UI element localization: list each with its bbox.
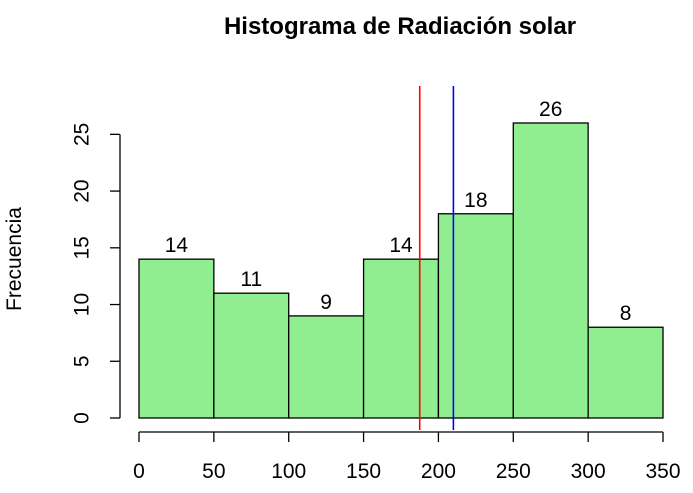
- x-tick-label: 250: [496, 460, 531, 483]
- histogram-bar: [288, 315, 365, 419]
- bar-value-label: 11: [240, 268, 262, 291]
- y-axis-label: Frecuencia: [3, 207, 26, 311]
- bar-value-label: 9: [320, 291, 332, 314]
- bars-group: [138, 122, 664, 419]
- y-tick-label: 10: [71, 293, 94, 316]
- histogram-bar: [512, 122, 589, 419]
- chart-title: Histograma de Radiación solar: [224, 13, 576, 40]
- bar-value-label: 26: [539, 98, 562, 121]
- bar-value-label: 14: [389, 234, 413, 257]
- x-tick-label: 50: [202, 460, 225, 483]
- bar-value-label: 18: [464, 189, 487, 212]
- y-tick-label: 15: [71, 236, 94, 259]
- y-tick-label: 5: [71, 355, 94, 367]
- bar-value-label: 8: [620, 302, 632, 325]
- histogram-bar: [362, 258, 440, 419]
- bar-labels-group: 14 11 9 14 18 26 8: [165, 98, 632, 325]
- bar-value-label: 14: [165, 234, 189, 257]
- x-tick-label: 200: [421, 460, 456, 483]
- y-axis: 0 5 10 15 20 25: [71, 123, 121, 424]
- histogram-bar: [138, 258, 215, 419]
- x-tick-label: 350: [645, 460, 680, 483]
- histogram-bar: [213, 292, 290, 419]
- reference-lines-group: [418, 86, 455, 430]
- x-axis: 0 50 100 150 200 250 300 350: [133, 431, 681, 483]
- histogram-bar: [437, 213, 514, 419]
- x-tick-label: 0: [133, 460, 145, 483]
- y-tick-label: 25: [71, 123, 94, 146]
- y-tick-label: 0: [71, 412, 94, 424]
- x-tick-label: 300: [571, 460, 606, 483]
- y-tick-label: 20: [71, 179, 94, 202]
- x-tick-label: 100: [271, 460, 306, 483]
- histogram-bar: [587, 326, 664, 419]
- x-tick-label: 150: [346, 460, 381, 483]
